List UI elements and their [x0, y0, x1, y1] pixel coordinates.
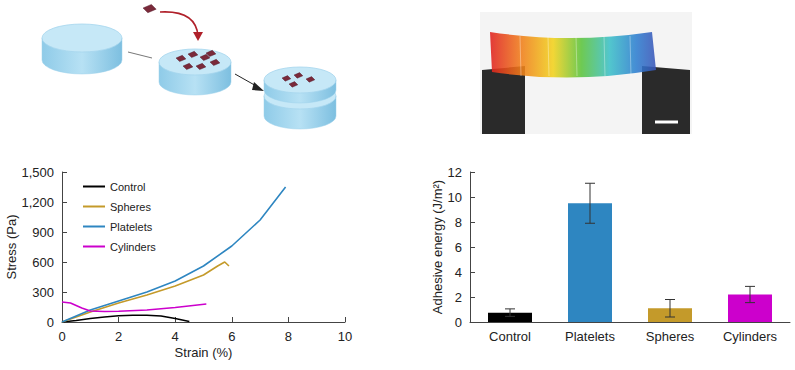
svg-text:Strain (%): Strain (%): [175, 345, 233, 360]
svg-text:0: 0: [58, 329, 65, 344]
svg-text:8: 8: [455, 215, 462, 230]
svg-text:8: 8: [285, 329, 292, 344]
svg-text:10: 10: [338, 329, 352, 344]
svg-text:2: 2: [455, 290, 462, 305]
svg-text:Spheres: Spheres: [646, 329, 695, 344]
svg-text:Control: Control: [489, 329, 531, 344]
svg-text:2: 2: [115, 329, 122, 344]
svg-text:Cylinders: Cylinders: [110, 241, 156, 253]
svg-text:Platelets: Platelets: [110, 221, 153, 233]
svg-text:Cylinders: Cylinders: [723, 329, 778, 344]
svg-text:1,500: 1,500: [21, 165, 54, 180]
svg-text:1,200: 1,200: [21, 195, 54, 210]
svg-text:0: 0: [47, 315, 54, 330]
svg-text:6: 6: [228, 329, 235, 344]
svg-text:Platelets: Platelets: [565, 329, 615, 344]
svg-text:4: 4: [172, 329, 179, 344]
svg-text:Adhesive energy (J/m²): Adhesive energy (J/m²): [430, 180, 445, 314]
svg-text:900: 900: [32, 225, 54, 240]
svg-text:6: 6: [455, 240, 462, 255]
svg-text:Stress (Pa): Stress (Pa): [4, 214, 19, 279]
svg-text:Spheres: Spheres: [110, 201, 151, 213]
svg-text:10: 10: [448, 190, 462, 205]
svg-text:300: 300: [32, 285, 54, 300]
svg-text:600: 600: [32, 255, 54, 270]
svg-text:Control: Control: [110, 181, 145, 193]
svg-text:12: 12: [448, 165, 462, 180]
svg-text:4: 4: [455, 265, 462, 280]
svg-text:0: 0: [455, 315, 462, 330]
